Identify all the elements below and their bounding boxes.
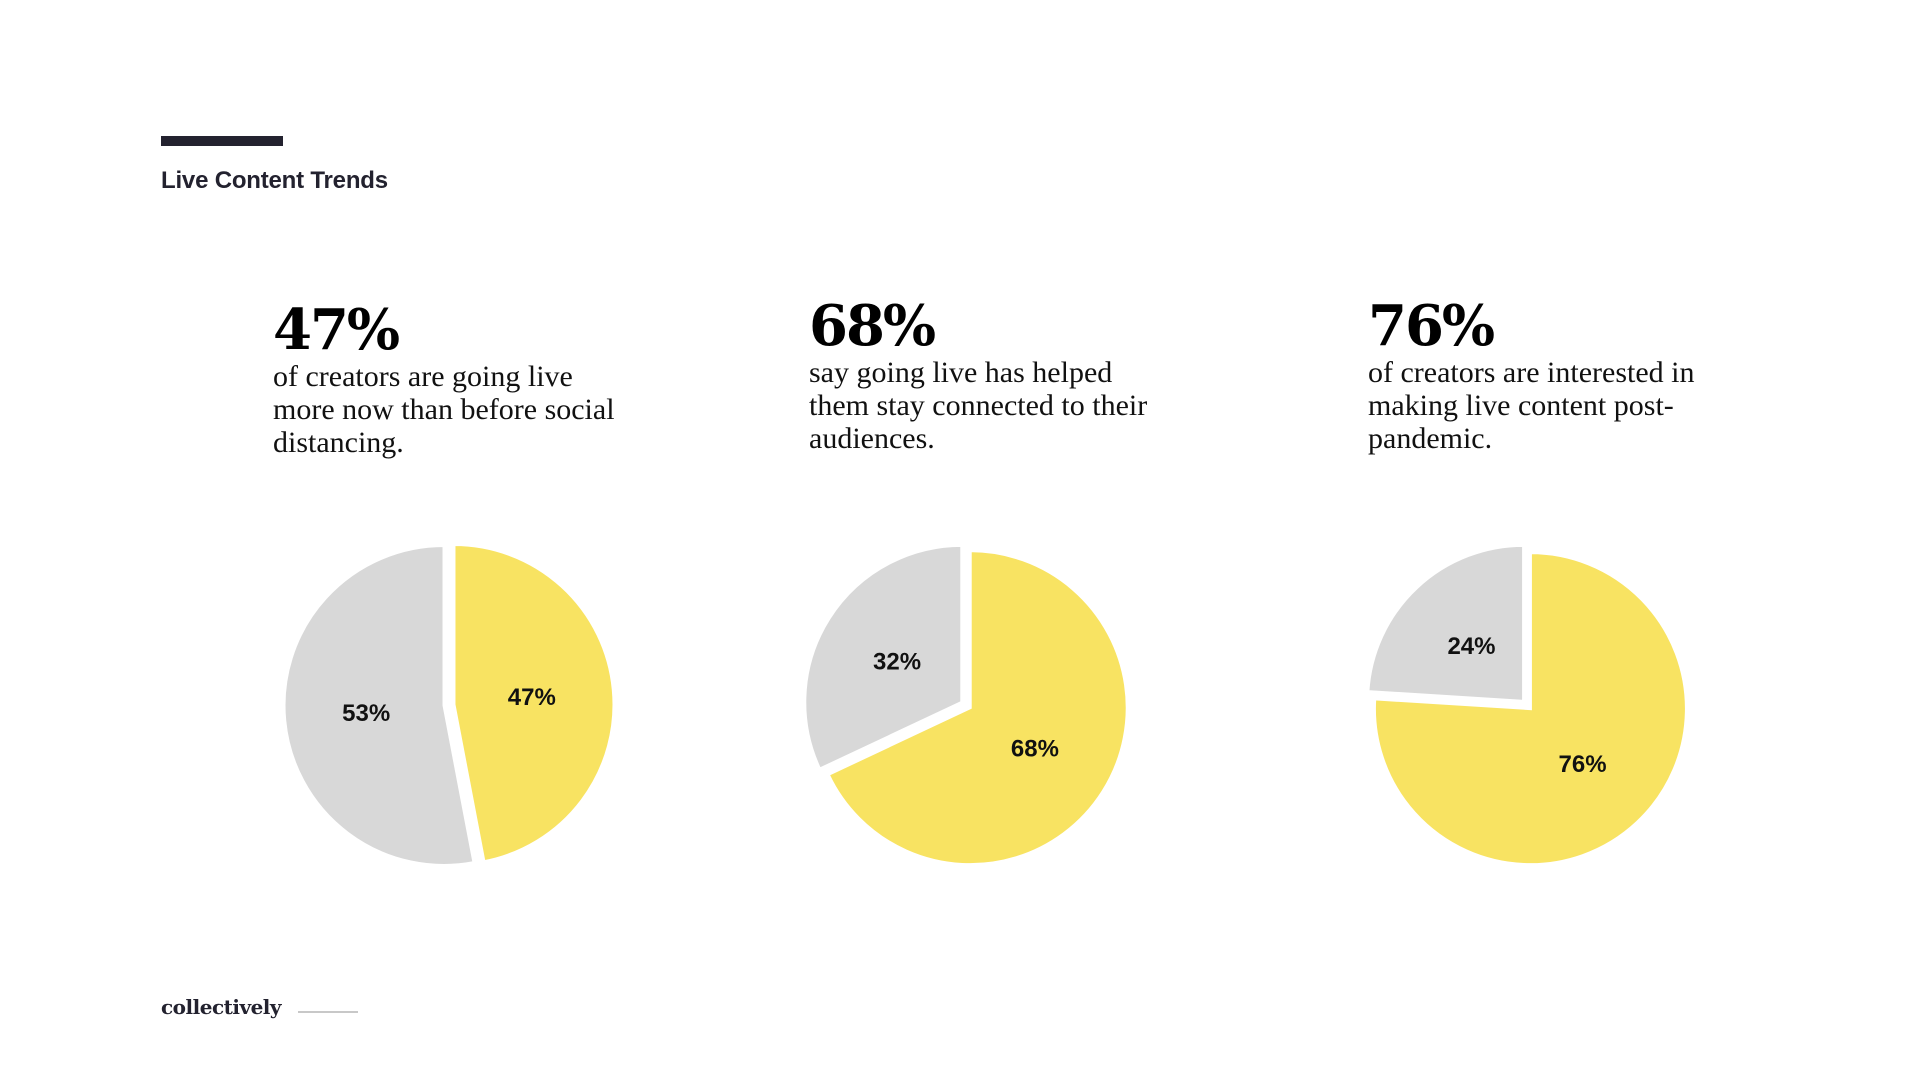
pie-1-slice-2: [282, 543, 476, 867]
stat-block-2: 68% say going live has helped them stay …: [809, 294, 1229, 455]
stat-block-3: 76% of creators are interested in making…: [1368, 294, 1788, 455]
pie-1-label-2: 53%: [342, 700, 390, 727]
pie-2-slice-2: [803, 543, 964, 772]
pie-1-label-1: 47%: [508, 684, 556, 711]
pie-2-label-1: 68%: [1011, 736, 1059, 763]
pie-2-label-2: 32%: [873, 648, 921, 675]
pie-1-slice-1: [452, 543, 616, 864]
stat-block-1: 47% of creators are going live more now …: [273, 298, 693, 459]
stat-description-1: of creators are going live more now than…: [273, 360, 615, 459]
pie-3-slice-1: [1372, 551, 1688, 867]
stat-description-3: of creators are interested in making liv…: [1368, 356, 1695, 455]
stat-value-1: 47%: [273, 297, 400, 363]
page-title: Live Content Trends: [161, 167, 388, 194]
pie-2-slice-1: [826, 549, 1129, 867]
footer-divider: [298, 1011, 358, 1013]
stat-value-2: 68%: [809, 293, 936, 359]
title-accent-bar: [161, 136, 283, 146]
stat-value-3: 76%: [1368, 293, 1495, 359]
pie-3-label-1: 76%: [1559, 751, 1607, 778]
brand-logo: collectively: [161, 995, 282, 1019]
stat-description-2: say going live has helped them stay conn…: [809, 356, 1148, 455]
pie-3-slice-2: [1366, 543, 1526, 703]
pie-3-label-2: 24%: [1447, 633, 1495, 660]
